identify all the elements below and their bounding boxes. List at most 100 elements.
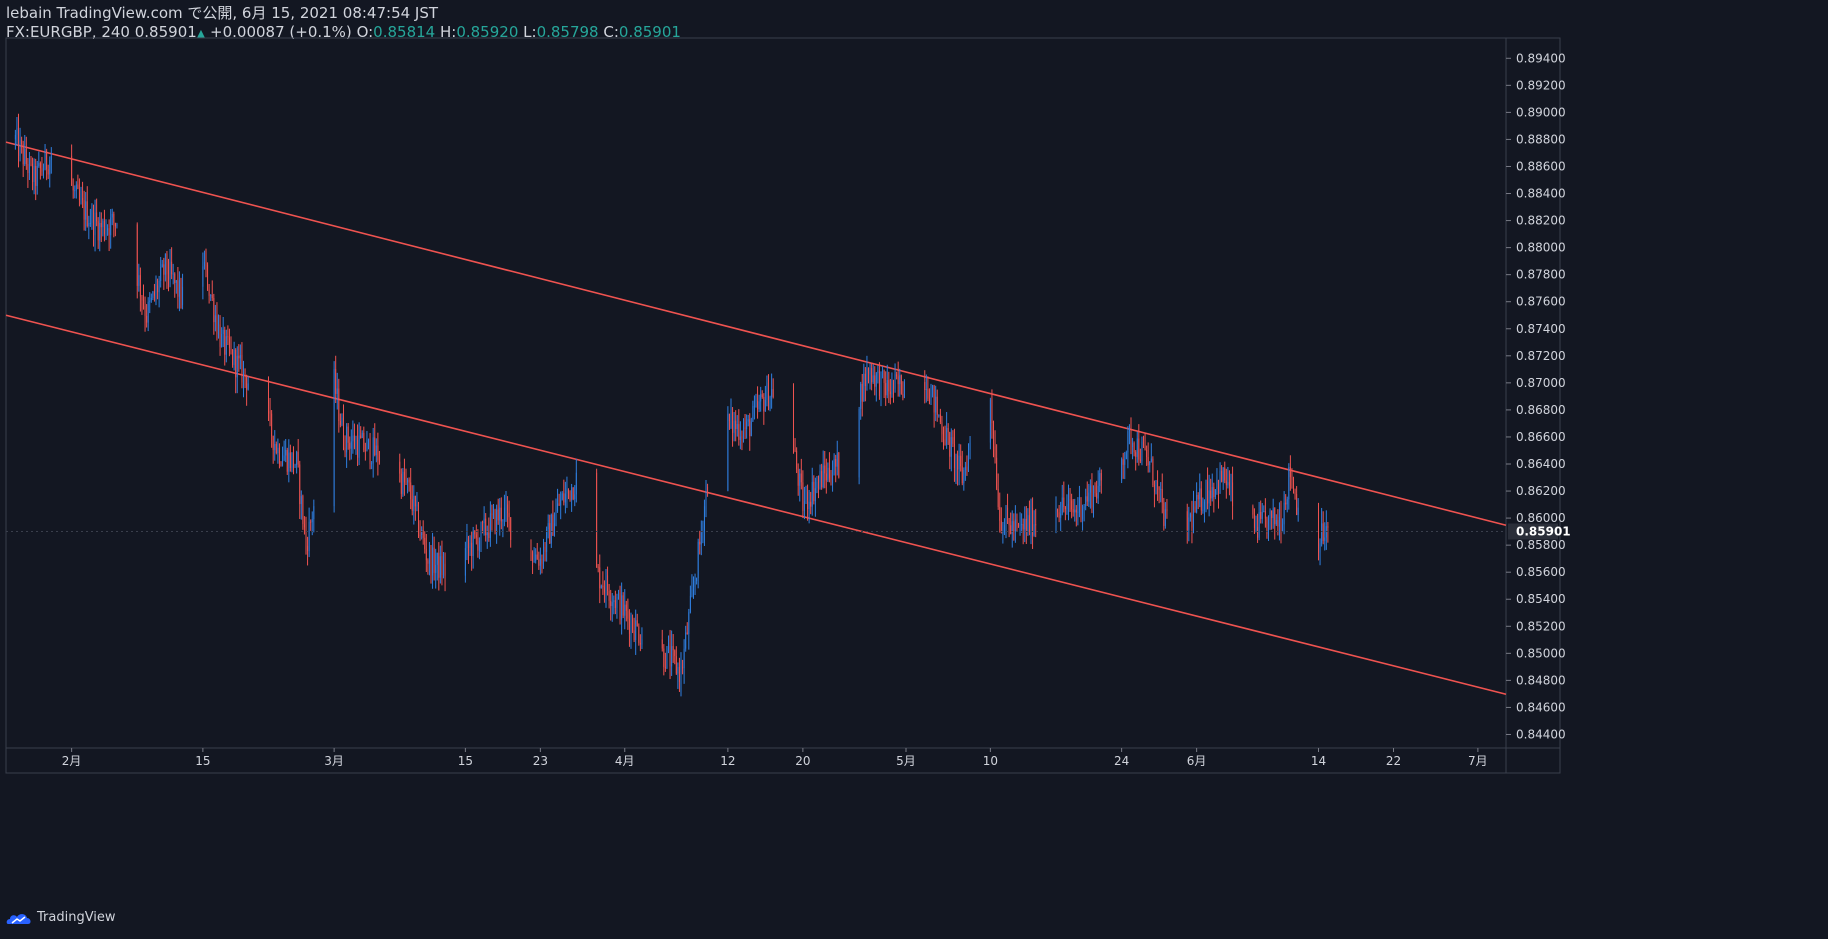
time-axis[interactable]: 2月 15 3月 15 23 4月 12 20 5月 10 24 6月 14 22 7月 (62, 748, 1488, 768)
candle-body (1214, 489, 1216, 498)
candle-body (993, 423, 994, 447)
candle-body (1022, 524, 1024, 530)
candle-body (674, 650, 676, 657)
candle-body (1014, 519, 1016, 532)
candle-body (508, 512, 510, 518)
candle-body (796, 450, 798, 470)
price-tick-label: 0.86600 (1516, 430, 1566, 444)
candle-body (103, 220, 105, 235)
candle-body (89, 222, 91, 224)
candle-body (550, 514, 552, 544)
candle-body (749, 419, 751, 437)
candle-body (372, 437, 374, 464)
time-tick-label: 3月 (324, 754, 344, 768)
low-value: 0.85798 (536, 23, 599, 41)
candle-body (289, 452, 291, 468)
candle-body (822, 465, 824, 488)
candle-body (228, 337, 230, 349)
tradingview-logo[interactable]: TradingView (6, 910, 116, 925)
candle-body (753, 405, 755, 407)
candle-body (1193, 506, 1194, 528)
candle-body (746, 421, 748, 430)
candle-body (928, 398, 930, 405)
candle-body (49, 159, 51, 175)
candle-body (736, 424, 738, 430)
candle-body (766, 382, 768, 400)
candle-body (682, 667, 684, 669)
candle-body (874, 375, 876, 387)
candle-body (805, 491, 807, 502)
candle-body (1066, 504, 1068, 510)
candle-body (538, 559, 540, 566)
candle-body (875, 373, 877, 387)
candle-body (208, 289, 210, 296)
candle-body (903, 382, 905, 398)
candle-body (1166, 509, 1168, 512)
candle-body (507, 504, 509, 513)
candle-body (1147, 457, 1149, 466)
candle-body (1121, 459, 1123, 481)
candle-body (757, 400, 759, 410)
candle-body (760, 394, 762, 402)
candle-body (899, 375, 901, 385)
candle-body (311, 519, 313, 523)
candle-body (878, 370, 880, 396)
candle-body (688, 612, 690, 634)
low-label: L: (523, 23, 537, 41)
candle-body (1163, 502, 1165, 526)
candle-body (102, 220, 104, 228)
candle-body (428, 550, 430, 564)
candle-body (230, 348, 232, 350)
candle-body (333, 369, 335, 507)
candle-body (232, 349, 234, 366)
candle-body (686, 632, 688, 634)
candle-body (1125, 452, 1127, 460)
candle-body (19, 139, 21, 156)
candle-body (533, 560, 535, 562)
price-axis[interactable]: 0.89400 0.89200 0.89000 0.88800 0.88600 0.884… (6, 51, 1571, 741)
candle-body (493, 510, 494, 516)
candle-body (285, 450, 287, 456)
candle-body (833, 458, 835, 476)
candle-body (418, 504, 419, 535)
candle-body (953, 443, 955, 469)
price-tick-label: 0.86000 (1516, 511, 1566, 525)
time-tick-label: 24 (1114, 754, 1129, 768)
candle-body (202, 266, 204, 287)
candle-body (886, 380, 888, 396)
candle-body (82, 197, 84, 201)
candle-body (671, 646, 673, 667)
candle-body (571, 487, 573, 501)
candle-body (925, 389, 927, 391)
candle-body (827, 467, 829, 481)
candlestick-series (14, 113, 1329, 697)
candle-body (482, 522, 484, 524)
candle-body (308, 521, 310, 552)
candle-body (1318, 507, 1319, 553)
candle-body (214, 315, 216, 323)
candle-body (552, 514, 554, 536)
candle-body (669, 646, 671, 667)
price-tick-label: 0.89200 (1516, 78, 1566, 92)
candle-body (280, 464, 282, 466)
candle-body (33, 165, 35, 183)
candle-body (628, 618, 630, 634)
candle-body (952, 437, 954, 444)
chart-border (5, 37, 1561, 774)
candle-body (1218, 479, 1219, 494)
candle-body (425, 549, 427, 561)
candle-body (566, 488, 568, 494)
price-tick-label: 0.85200 (1516, 619, 1566, 633)
candle-body (503, 507, 505, 520)
candle-body (943, 434, 944, 440)
candle-body (296, 452, 298, 466)
candle-body (603, 587, 605, 593)
candle-body (935, 396, 937, 413)
candle-body (432, 547, 434, 576)
candle-body (924, 382, 926, 390)
candle-body (1011, 521, 1013, 534)
candle-body (166, 253, 168, 275)
candle-body (864, 373, 866, 386)
candle-body (1075, 509, 1077, 513)
